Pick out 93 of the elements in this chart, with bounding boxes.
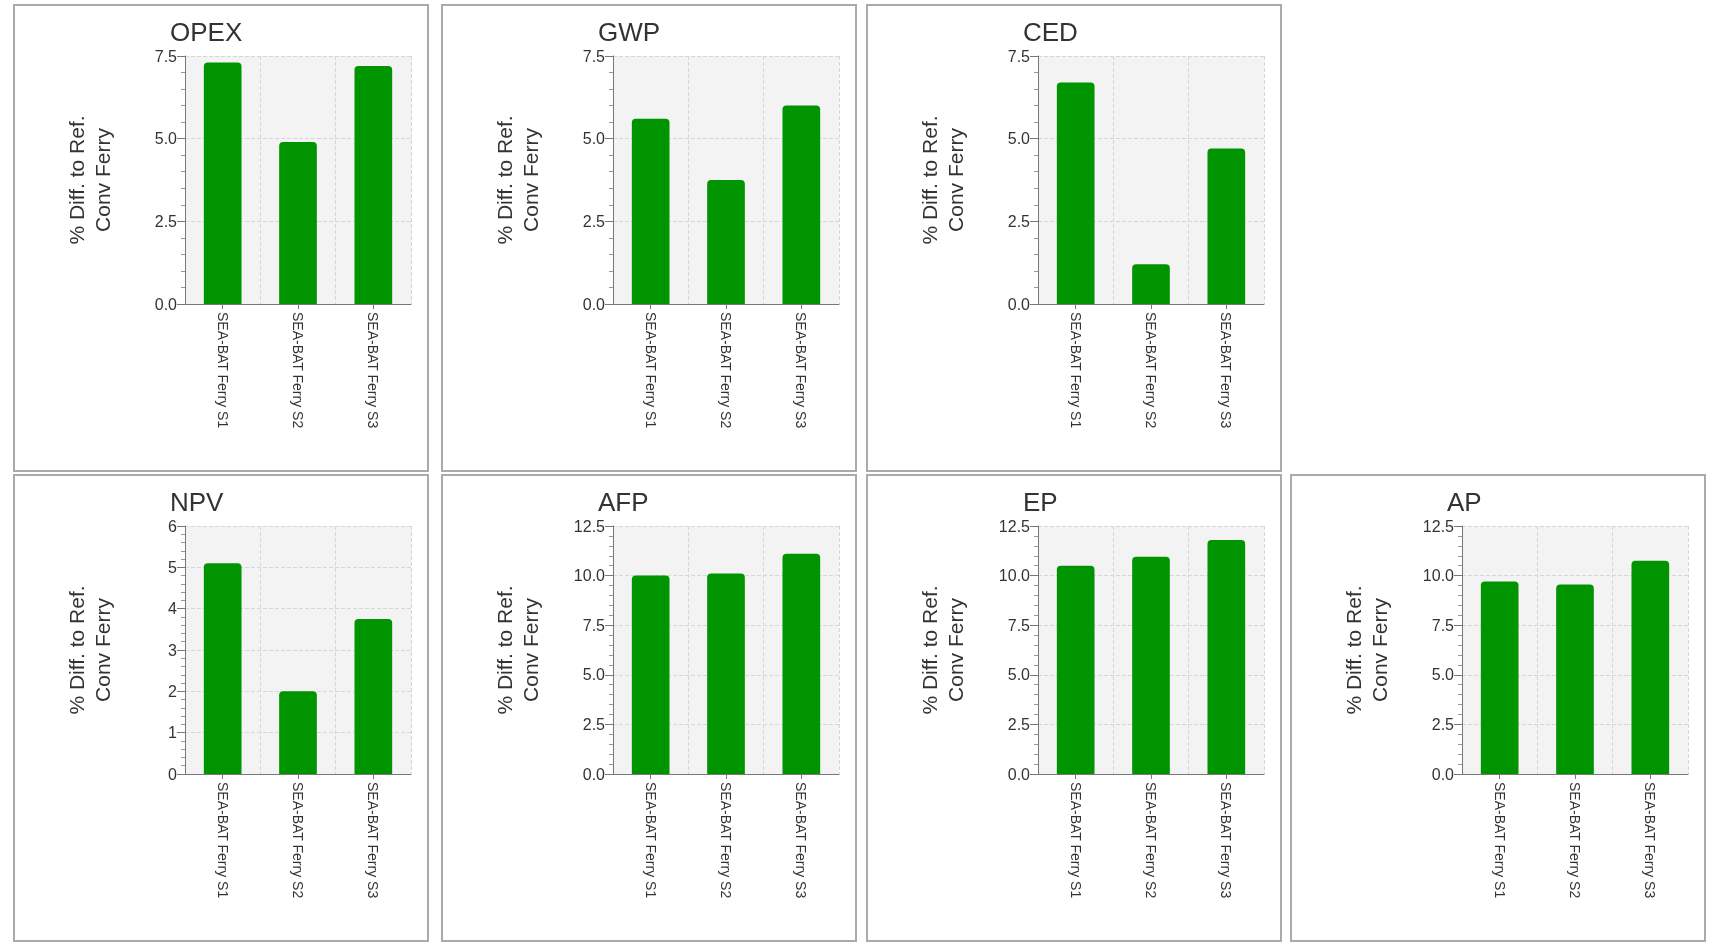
- x-tick-label: SEA-BAT Ferry S3: [793, 782, 810, 899]
- bar: [707, 180, 745, 304]
- y-tick-label: 7.5: [582, 47, 606, 65]
- y-axis-title: % Diff. to Ref. Conv Ferry: [1341, 585, 1391, 715]
- bar: [707, 573, 745, 774]
- y-tick-label: 0.0: [582, 765, 606, 783]
- x-tick-label: SEA-BAT Ferry S1: [1067, 782, 1084, 899]
- y-tick-label: 7.5: [1007, 616, 1031, 634]
- chart-title: CED: [1023, 17, 1078, 47]
- chart-title: AP: [1447, 487, 1482, 517]
- y-tick-label: 5.0: [1007, 130, 1031, 148]
- bar: [203, 62, 242, 304]
- bar: [1207, 148, 1246, 304]
- y-tick-label: 10.0: [998, 567, 1031, 585]
- y-tick-label: 5.0: [582, 666, 606, 684]
- y-tick-label: 5: [168, 558, 178, 576]
- y-tick-label: 12.5: [998, 517, 1031, 535]
- x-tick-label: SEA-BAT Ferry S1: [214, 312, 231, 429]
- y-axis-title: % Diff. to Ref. Conv Ferry: [492, 585, 542, 715]
- y-tick-label: 2.5: [1007, 715, 1031, 733]
- x-tick-label: SEA-BAT Ferry S1: [642, 782, 659, 899]
- bar: [1132, 556, 1170, 774]
- x-tick-label: SEA-BAT Ferry S2: [1567, 782, 1583, 899]
- bar: [1556, 584, 1594, 774]
- bar: [1480, 581, 1519, 774]
- y-tick-label: 1: [168, 724, 178, 742]
- x-tick-label: SEA-BAT Ferry S2: [718, 312, 734, 429]
- x-tick-label: SEA-BAT Ferry S1: [1067, 312, 1084, 429]
- y-tick-label: 2.5: [582, 715, 606, 733]
- y-tick-label: 2: [168, 682, 178, 700]
- bar: [279, 691, 317, 774]
- y-tick-label: 12.5: [573, 517, 606, 535]
- bar: [1207, 539, 1246, 774]
- y-tick-label: 10.0: [1422, 567, 1455, 585]
- x-tick-label: SEA-BAT Ferry S3: [1642, 782, 1659, 899]
- bar: [279, 141, 317, 304]
- y-tick-label: 7.5: [154, 47, 178, 65]
- y-axis-title: % Diff. to Ref. Conv Ferry: [64, 585, 114, 715]
- x-tick-label: SEA-BAT Ferry S3: [365, 782, 382, 899]
- x-tick-label: SEA-BAT Ferry S1: [642, 312, 659, 429]
- bar: [631, 118, 670, 304]
- y-tick-label: 5.0: [1431, 666, 1455, 684]
- y-tick-label: 5.0: [1007, 666, 1031, 684]
- y-tick-label: 0.0: [582, 295, 606, 313]
- y-tick-label: 7.5: [1007, 47, 1031, 65]
- y-tick-label: 7.5: [1431, 616, 1455, 634]
- x-tick-label: SEA-BAT Ferry S2: [718, 782, 734, 899]
- bar: [782, 105, 821, 304]
- x-tick-label: SEA-BAT Ferry S3: [1218, 782, 1235, 899]
- y-tick-label: 4: [168, 600, 178, 618]
- x-tick-label: SEA-BAT Ferry S2: [1143, 782, 1159, 899]
- bar: [1056, 82, 1095, 304]
- chart-title: OPEX: [170, 17, 243, 47]
- y-axis-title: % Diff. to Ref. Conv Ferry: [492, 115, 542, 245]
- y-tick-label: 12.5: [1422, 517, 1455, 535]
- y-axis-title: % Diff. to Ref. Conv Ferry: [917, 585, 967, 715]
- chart-title: AFP: [598, 487, 649, 517]
- bar: [1631, 560, 1670, 774]
- bar: [1132, 264, 1170, 304]
- y-tick-label: 0.0: [1007, 765, 1031, 783]
- y-tick-label: 0: [168, 765, 178, 783]
- bar: [354, 619, 393, 774]
- chart-title: GWP: [598, 17, 661, 47]
- bar: [1056, 565, 1095, 774]
- bar: [782, 553, 821, 774]
- bar: [203, 563, 242, 774]
- y-tick-label: 2.5: [1007, 212, 1031, 230]
- x-tick-label: SEA-BAT Ferry S2: [1143, 312, 1159, 429]
- x-tick-label: SEA-BAT Ferry S3: [365, 312, 382, 429]
- y-tick-label: 5.0: [582, 130, 606, 148]
- y-tick-label: 2.5: [154, 212, 178, 230]
- y-axis-title: % Diff. to Ref. Conv Ferry: [64, 115, 114, 245]
- chart-title: NPV: [170, 487, 225, 517]
- x-tick-label: SEA-BAT Ferry S3: [793, 312, 810, 429]
- chart-title: EP: [1023, 487, 1058, 517]
- y-tick-label: 6: [168, 517, 178, 535]
- bar: [354, 65, 393, 304]
- y-tick-label: 3: [168, 641, 178, 659]
- y-tick-label: 0.0: [154, 295, 178, 313]
- y-tick-label: 0.0: [1007, 295, 1031, 313]
- x-tick-label: SEA-BAT Ferry S1: [1491, 782, 1508, 899]
- y-tick-label: 0.0: [1431, 765, 1455, 783]
- x-tick-label: SEA-BAT Ferry S3: [1218, 312, 1235, 429]
- x-tick-label: SEA-BAT Ferry S2: [290, 312, 306, 429]
- x-tick-label: SEA-BAT Ferry S2: [290, 782, 306, 899]
- y-axis-title: % Diff. to Ref. Conv Ferry: [917, 115, 967, 245]
- y-tick-label: 10.0: [573, 567, 606, 585]
- y-tick-label: 7.5: [582, 616, 606, 634]
- y-tick-label: 2.5: [582, 212, 606, 230]
- y-tick-label: 5.0: [154, 130, 178, 148]
- bar: [631, 575, 670, 774]
- y-tick-label: 2.5: [1431, 715, 1455, 733]
- x-tick-label: SEA-BAT Ferry S1: [214, 782, 231, 899]
